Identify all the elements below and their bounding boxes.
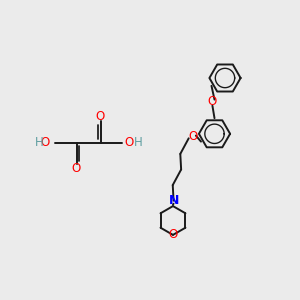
Text: H: H [134,136,143,149]
Text: O: O [72,162,81,176]
Text: O: O [41,136,50,149]
Text: O: O [124,136,134,149]
Text: N: N [168,194,179,207]
Text: O: O [168,228,178,242]
Text: O: O [188,130,197,143]
Text: O: O [96,110,105,123]
Text: O: O [208,95,217,109]
Text: H: H [35,136,44,149]
